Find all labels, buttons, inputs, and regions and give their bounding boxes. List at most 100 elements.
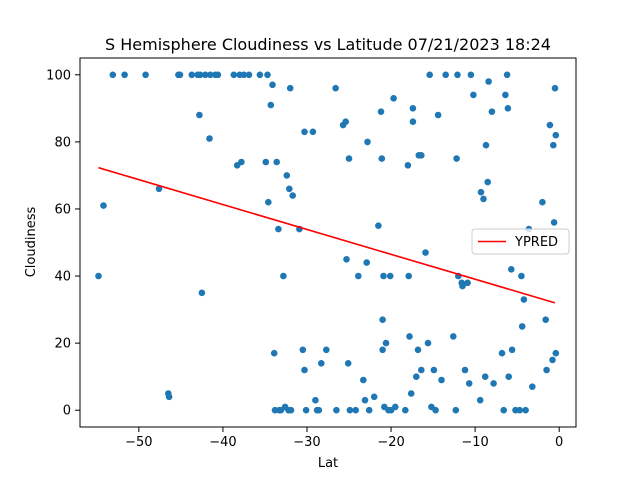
data-point: [262, 158, 270, 166]
data-point: [343, 255, 350, 263]
data-point: [95, 272, 102, 280]
data-point: [379, 346, 386, 354]
x-tick-label: 0: [555, 435, 563, 450]
data-point: [480, 195, 487, 203]
data-point: [418, 366, 425, 374]
data-point: [414, 346, 422, 354]
data-point: [165, 393, 173, 401]
data-point: [498, 349, 506, 357]
data-point: [539, 198, 546, 206]
data-point: [301, 128, 308, 136]
x-tick-label: −10: [461, 435, 488, 450]
data-point: [360, 376, 367, 384]
data-point: [302, 406, 310, 414]
data-point: [380, 272, 387, 280]
plot-frame: [79, 57, 577, 428]
data-point: [551, 84, 559, 92]
x-tick-label: −20: [377, 435, 404, 450]
data-point: [407, 390, 415, 397]
data-point: [230, 71, 238, 79]
data-point: [516, 406, 523, 414]
x-tick-label: −40: [209, 435, 236, 450]
x-tick-label: −30: [293, 435, 320, 450]
data-point: [256, 71, 264, 79]
data-point: [518, 323, 526, 330]
data-point: [370, 393, 378, 401]
data-point: [520, 296, 528, 303]
legend-box: [471, 228, 570, 255]
y-tick-label: 40: [54, 270, 71, 285]
data-point: [549, 356, 556, 364]
data-point: [503, 71, 511, 79]
x-axis-label: Lat: [318, 456, 338, 471]
regression-line: [98, 166, 556, 304]
plot-area: [95, 71, 560, 414]
y-axis-label: Cloudiness: [24, 207, 39, 278]
data-point: [287, 406, 295, 414]
data-point: [289, 192, 297, 199]
data-point: [546, 121, 554, 129]
data-point: [100, 202, 107, 209]
data-point: [470, 91, 477, 99]
data-point: [430, 366, 438, 374]
data-point: [206, 135, 213, 142]
data-point: [406, 333, 413, 340]
data-point: [402, 406, 409, 414]
data-point: [377, 108, 385, 115]
x-tick-label: −50: [125, 435, 152, 450]
data-point: [318, 360, 325, 367]
data-point: [315, 406, 323, 414]
data-point: [485, 78, 492, 85]
data-point: [508, 346, 516, 354]
data-point: [467, 71, 475, 79]
data-point: [432, 406, 439, 414]
data-point: [375, 222, 382, 229]
data-point: [392, 403, 399, 411]
data-point: [454, 71, 461, 79]
data-point: [286, 84, 294, 92]
data-point: [240, 71, 248, 79]
data-point: [500, 406, 508, 414]
data-point: [482, 141, 490, 149]
data-point: [352, 406, 360, 414]
data-point: [409, 118, 417, 125]
data-point: [188, 71, 196, 79]
data-point: [550, 219, 558, 226]
data-point: [267, 101, 275, 109]
data-point: [299, 346, 307, 354]
data-point: [413, 373, 420, 381]
data-point: [434, 111, 442, 119]
y-tick-label: 0: [63, 404, 71, 419]
data-point: [245, 71, 253, 79]
data-point: [550, 141, 557, 149]
data-point: [155, 185, 163, 193]
data-point: [198, 289, 206, 297]
data-point: [176, 71, 184, 79]
data-point: [301, 366, 308, 374]
y-tick-label: 20: [54, 337, 71, 352]
data-point: [344, 360, 352, 367]
data-point: [386, 272, 394, 280]
data-point: [280, 272, 287, 280]
data-point: [505, 373, 512, 381]
data-point: [323, 346, 330, 354]
data-point: [342, 118, 350, 125]
data-point: [265, 198, 272, 206]
data-point: [529, 383, 536, 391]
data-point: [404, 162, 412, 169]
data-point: [490, 380, 497, 387]
data-point: [418, 152, 425, 159]
data-point: [552, 349, 560, 357]
data-point: [488, 108, 496, 115]
data-point: [465, 380, 473, 387]
data-point: [270, 349, 278, 357]
data-point: [442, 71, 450, 79]
data-point: [355, 272, 362, 280]
data-point: [405, 272, 413, 280]
data-point: [504, 105, 512, 112]
data-point: [121, 71, 128, 79]
legend: YPRED: [471, 228, 570, 255]
data-point: [286, 185, 293, 193]
data-point: [109, 71, 117, 79]
